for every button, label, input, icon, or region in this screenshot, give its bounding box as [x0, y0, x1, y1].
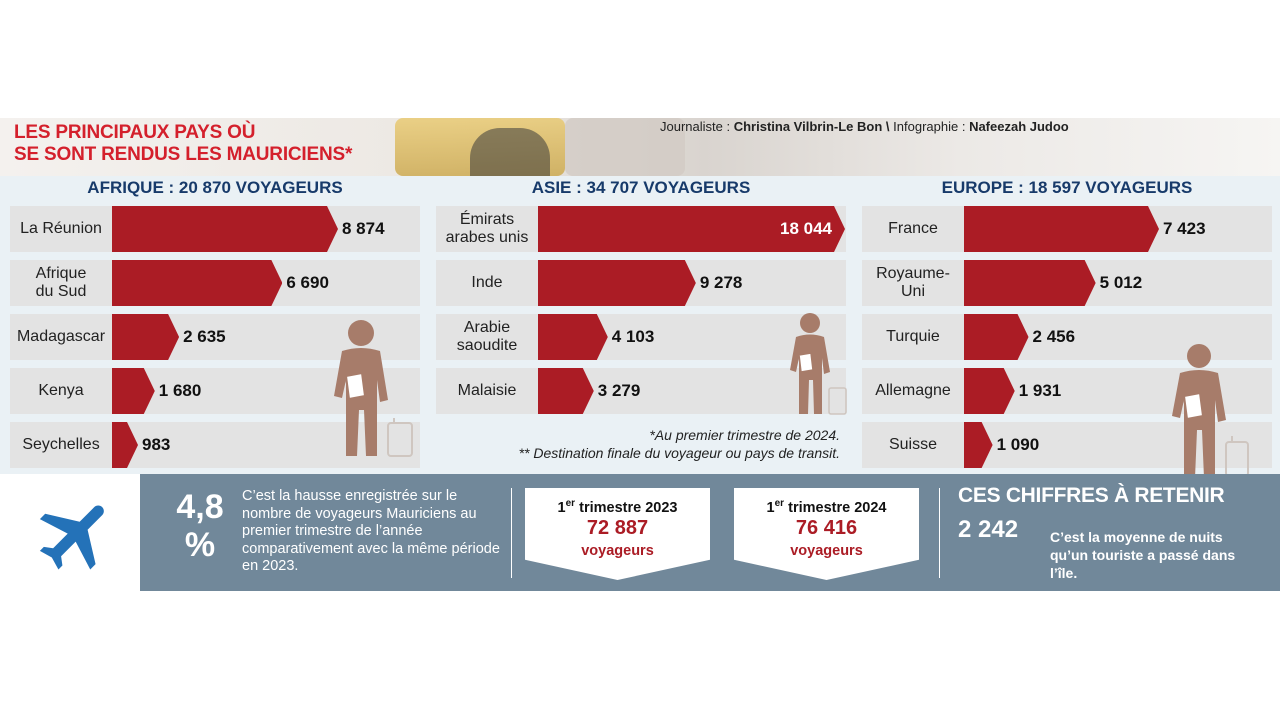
credit-journalist: Christina Vilbrin-Le Bon — [733, 119, 883, 134]
increase-value: 4,8 — [176, 488, 224, 526]
bar-europe — [964, 314, 1029, 360]
bar-row: Arabie saoudite 4 103 — [436, 314, 846, 360]
value-label: 6 690 — [286, 273, 329, 292]
bar-row: Afrique du Sud 6 690 — [10, 260, 420, 306]
quarter-2023-ordinal: 1 — [557, 499, 566, 516]
bar-asie — [538, 314, 608, 360]
category-label: Royaume- Uni — [876, 265, 950, 300]
quarter-2024-unit: voyageurs — [790, 542, 863, 559]
header-decor — [565, 118, 685, 176]
bar-europe — [964, 422, 993, 468]
value-label: 4 103 — [611, 327, 655, 346]
quarter-2023-sup: er — [565, 498, 576, 509]
header-decor — [470, 128, 550, 176]
category-label: Allemagne — [875, 382, 951, 399]
category-label: Seychelles — [22, 436, 100, 453]
bar-afrique — [112, 422, 138, 468]
person-with-luggage-icon — [1172, 344, 1249, 478]
value-label: 1 931 — [1018, 381, 1062, 400]
credits: Journaliste : Christina Vilbrin-Le Bon \… — [660, 119, 1069, 134]
credit-separator: \ — [885, 119, 890, 134]
category-label: Inde — [471, 274, 503, 291]
quarter-2024-box: 1er trimestre 2024 76 416 voyageurs — [734, 488, 919, 580]
value-label: 2 456 — [1032, 327, 1076, 346]
category-label: Suisse — [888, 436, 938, 453]
bar-afrique — [112, 368, 155, 414]
bar-europe — [964, 368, 1015, 414]
quarter-2023-label: trimestre 2023 — [579, 499, 678, 516]
credit-infographic-label: Infographie : — [893, 119, 966, 134]
person-with-luggage-icon — [334, 320, 413, 457]
bar-afrique — [112, 314, 179, 360]
bar-afrique — [112, 206, 338, 252]
bar-asie — [538, 368, 594, 414]
value-label: 983 — [142, 435, 171, 454]
main-title-line2: SE SONT RENDUS LES MAURICIENS* — [14, 144, 353, 165]
retain-title: CES CHIFFRES À RETENIR — [958, 484, 1225, 507]
person-with-luggage-icon — [790, 313, 847, 415]
quarter-2023-box: 1er trimestre 2023 72 887 voyageurs — [525, 488, 710, 580]
increase-text: C’est la hausse enregistrée sur le nombr… — [242, 488, 500, 574]
region-title-europe: EUROPE : 18 597 VOYAGEURS — [941, 178, 1193, 197]
value-label: 1 680 — [158, 381, 202, 400]
value-label: 5 012 — [1099, 273, 1143, 292]
category-label: France — [888, 220, 938, 237]
category-label: Kenya — [38, 382, 84, 399]
footnote-2: ** Destination finale du voyageur ou pay… — [518, 445, 840, 461]
category-label: Arabie saoudite — [456, 319, 518, 354]
bar-row: Royaume- Uni 5 012 — [862, 260, 1272, 306]
credit-journalist-label: Journaliste : — [660, 119, 731, 134]
bar-row: La Réunion 8 874 — [10, 206, 420, 252]
category-label: Afrique du Sud — [35, 265, 87, 300]
value-label: 8 874 — [342, 219, 385, 238]
bar-row: France 7 423 — [862, 206, 1272, 252]
value-label: 7 423 — [1163, 219, 1206, 238]
value-label: 1 090 — [996, 435, 1040, 454]
value-label: 18 044 — [780, 219, 832, 238]
airplane-icon — [39, 505, 104, 570]
footnote-1: *Au premier trimestre de 2024. — [649, 427, 840, 443]
retain-text: C’est la moyenne de nuits qu’un touriste… — [1050, 529, 1236, 581]
quarter-2024-title: 1er trimestre 2024 — [734, 495, 919, 517]
footnotes: *Au premier trimestre de 2024. ** Destin… — [440, 426, 840, 462]
quarter-2023-unit: voyageurs — [581, 542, 654, 559]
category-label: La Réunion — [20, 220, 102, 237]
divider — [939, 488, 940, 578]
divider — [511, 488, 512, 578]
region-title-asie: ASIE : 34 707 VOYAGEURS — [531, 178, 751, 197]
value-label: 3 279 — [597, 381, 641, 400]
retain-number: 2 242 — [958, 516, 1019, 543]
bar-asie — [538, 206, 845, 252]
quarter-2024-label: trimestre 2024 — [788, 499, 887, 516]
increase-stat: 4,8 % — [167, 488, 233, 564]
main-title: LES PRINCIPAUX PAYS OÙ SE SONT RENDUS LE… — [14, 122, 352, 166]
quarter-2024-value: 76 416 — [795, 516, 858, 539]
bar-row: Turquie 2 456 — [862, 314, 1272, 360]
category-label: Émirats arabes unis — [445, 211, 529, 246]
bar-europe — [964, 206, 1159, 252]
value-label: 2 635 — [183, 327, 226, 346]
bar-afrique — [112, 260, 282, 306]
stats-band — [140, 474, 1280, 591]
bar-row: Malaisie 3 279 — [436, 368, 846, 414]
header-photo-band — [0, 118, 1280, 176]
category-label: Madagascar — [16, 328, 106, 345]
bar-row: Émirats arabes unis 18 044 — [436, 206, 846, 252]
increase-unit: % — [184, 526, 216, 564]
value-label: 9 278 — [699, 273, 743, 292]
bar-row: Inde 9 278 — [436, 260, 846, 306]
quarter-2023-value: 72 887 — [586, 516, 649, 539]
quarter-2023-title: 1er trimestre 2023 — [525, 495, 710, 517]
category-label: Turquie — [886, 328, 940, 345]
main-title-line1: LES PRINCIPAUX PAYS OÙ — [14, 122, 256, 143]
bar-europe — [964, 260, 1096, 306]
bar-asie — [538, 260, 696, 306]
quarter-2024-ordinal: 1 — [766, 499, 775, 516]
region-title-afrique: AFRIQUE : 20 870 VOYAGEURS — [87, 178, 343, 197]
category-label: Malaisie — [457, 382, 517, 399]
quarter-2024-sup: er — [774, 498, 785, 509]
credit-infographic: Nafeezah Judoo — [969, 119, 1069, 134]
